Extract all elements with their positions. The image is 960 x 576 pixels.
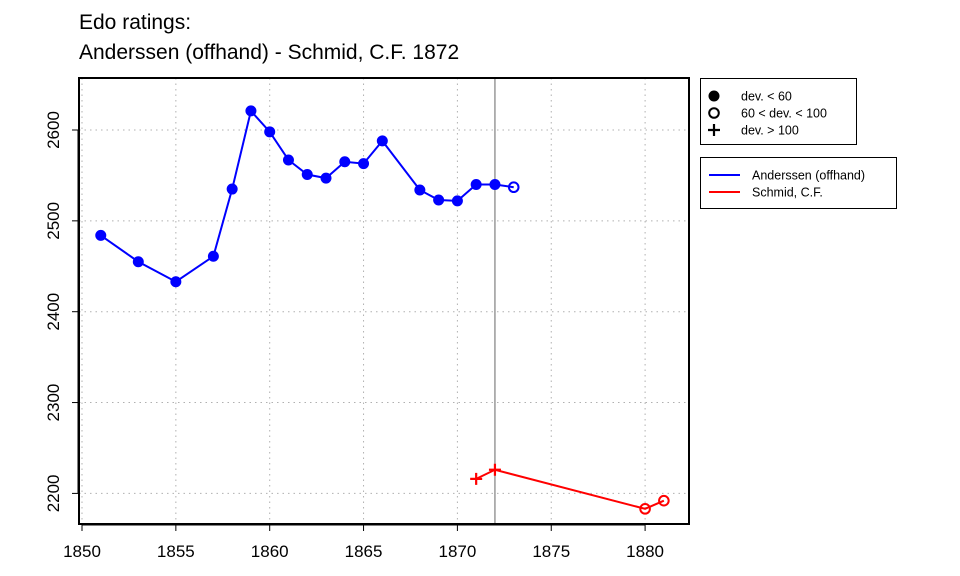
data-point: [658, 494, 670, 507]
data-point: [339, 156, 351, 168]
data-point: [376, 135, 388, 147]
data-point: [488, 463, 501, 476]
x-tick-label: 1855: [157, 542, 195, 561]
y-tick-label: 2600: [44, 111, 63, 149]
data-point: [95, 229, 107, 241]
series-legend-label: Schmid, C.F.: [752, 186, 823, 200]
data-point: [470, 472, 483, 485]
marker-legend-symbol: [708, 124, 720, 136]
data-point: [301, 169, 313, 181]
chart-title-line-1: Edo ratings:: [79, 11, 192, 34]
chart-title: Edo ratings: Anderssen (offhand) - Schmi…: [79, 8, 459, 68]
y-tick-label: 2500: [44, 202, 63, 240]
series-group: [95, 105, 670, 515]
data-point: [507, 181, 520, 194]
data-point: [451, 195, 463, 207]
y-tick-label: 2300: [44, 384, 63, 422]
data-point: [358, 158, 370, 170]
data-point: [414, 184, 426, 196]
data-point: [245, 105, 257, 117]
data-point: [489, 179, 501, 191]
data-point: [433, 194, 445, 206]
series-line: [475, 468, 665, 510]
data-point: [320, 172, 332, 184]
data-point: [639, 503, 651, 515]
y-tick-label: 2200: [44, 474, 63, 512]
series-line: [100, 108, 514, 283]
marker-legend-label: dev. > 100: [741, 124, 799, 138]
data-point: [226, 183, 238, 195]
x-tick-label: 1850: [63, 542, 101, 561]
x-tick-label: 1870: [438, 542, 476, 561]
data-point: [132, 256, 144, 268]
x-tick-label: 1875: [532, 542, 570, 561]
series-legend-label: Anderssen (offhand): [752, 169, 865, 183]
marker-legend-symbol: [708, 107, 720, 119]
marker-legend-symbol: [708, 90, 720, 102]
x-tick-label: 1880: [626, 542, 664, 561]
axes-group: 1850 1855 1860 1865 1870 1875 1880 2200 2300 2400…: [44, 111, 664, 561]
marker-legend-box: [700, 78, 857, 145]
data-point: [264, 126, 276, 138]
marker-legend-label: 60 < dev. < 100: [741, 107, 827, 121]
data-point: [282, 154, 294, 166]
plot-frame: [78, 77, 690, 525]
chart-title-line-2: Anderssen (offhand) - Schmid, C.F. 1872: [79, 41, 460, 64]
data-point: [170, 276, 182, 288]
data-point: [207, 250, 219, 262]
x-tick-label: 1860: [251, 542, 289, 561]
marker-legend-label: dev. < 60: [741, 90, 792, 104]
series-legend-box: [700, 157, 897, 209]
y-tick-label: 2400: [44, 293, 63, 331]
legends-group: dev. < 60 60 < dev. < 100 dev. > 100 Anders…: [700, 78, 897, 209]
data-point: [470, 179, 482, 191]
x-tick-label: 1865: [345, 542, 383, 561]
